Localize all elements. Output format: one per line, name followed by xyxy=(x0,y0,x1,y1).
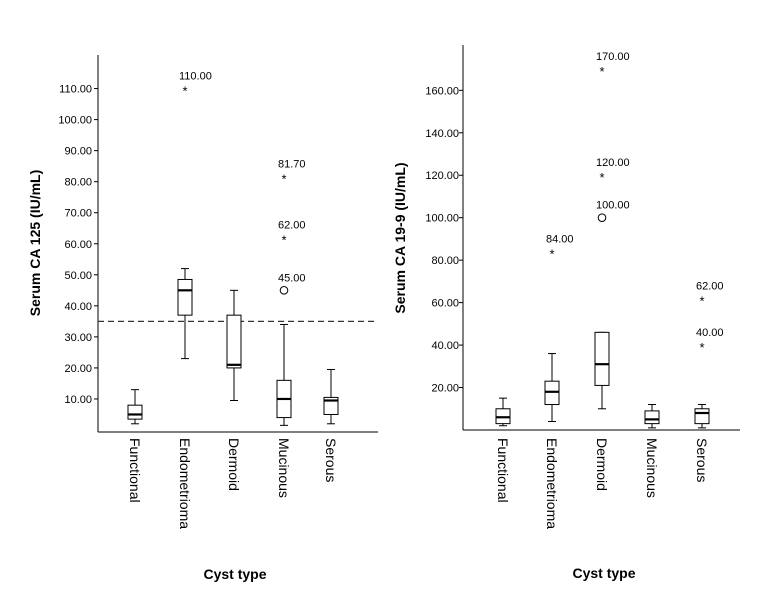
box-iqr xyxy=(226,314,242,369)
box-serous xyxy=(694,404,710,429)
category-label: Functional xyxy=(127,438,143,503)
outlier-star: * xyxy=(699,293,704,308)
box-serous xyxy=(323,368,339,425)
box-iqr xyxy=(177,278,193,316)
outlier-label: 40.00 xyxy=(696,327,724,339)
box-iqr xyxy=(644,410,660,425)
outlier-label: 120.00 xyxy=(596,157,630,169)
box-dermoid xyxy=(594,331,610,410)
category-label: Mucinous xyxy=(644,438,660,498)
outlier-label: 62.00 xyxy=(696,280,724,292)
box-iqr xyxy=(694,408,710,425)
y-tick-label: 140.00 xyxy=(425,128,459,140)
y-tick-label: 120.00 xyxy=(425,170,459,182)
y-tick-label: 60.00 xyxy=(431,298,459,310)
y-tick-label: 40.00 xyxy=(64,301,92,313)
category-label: Mucinous xyxy=(276,438,292,498)
category-label: Endometrioma xyxy=(544,438,560,529)
chart-panel-2: 20.00 40.00 60.00 80.00 100.00 120.00 140.00 16… xyxy=(392,45,740,581)
chart-panel-1: 10.00 20.00 30.00 40.00 50.00 60.00 70.00 80.00… xyxy=(27,55,378,582)
category-label: Dermoid xyxy=(226,438,242,491)
outlier-star: * xyxy=(281,233,286,248)
outlier-label: 170.00 xyxy=(596,51,630,63)
category-label: Dermoid xyxy=(594,438,610,491)
y-tick-label: 110.00 xyxy=(59,84,92,96)
outlier-label: 62.00 xyxy=(278,220,306,232)
y-tick-label: 100.00 xyxy=(58,115,92,127)
outlier-star: * xyxy=(549,247,554,262)
box-endometrioma xyxy=(544,353,560,423)
y-tick-label: 50.00 xyxy=(64,270,92,282)
y-tick-label: 100.00 xyxy=(425,213,459,225)
x-axis-title: Cyst type xyxy=(203,566,266,582)
box-mucinous xyxy=(644,404,660,429)
y-tick-label: 160.00 xyxy=(425,85,459,97)
category-label: Serous xyxy=(694,438,710,482)
category-label: Endometrioma xyxy=(177,438,193,529)
y-tick-label: 90.00 xyxy=(64,146,92,158)
outlier-label: 110.00 xyxy=(179,71,212,83)
y-axis-title: Serum CA 19-9 (IU/mL) xyxy=(392,162,408,313)
box-functional xyxy=(495,397,511,427)
outlier-circle xyxy=(597,213,607,222)
x-axis-title: Cyst type xyxy=(572,565,635,581)
outlier-star: * xyxy=(182,84,187,99)
outlier-circle xyxy=(279,286,289,295)
y-tick-label: 70.00 xyxy=(64,208,92,220)
y-tick-label: 30.00 xyxy=(64,332,92,344)
y-tick-label: 80.00 xyxy=(431,255,459,267)
outlier-star: * xyxy=(699,340,704,355)
outlier-star: * xyxy=(599,170,604,185)
outlier-label: 45.00 xyxy=(278,272,306,284)
outlier-label: 84.00 xyxy=(546,234,574,246)
outlier-star: * xyxy=(281,171,286,186)
box-endometrioma xyxy=(177,268,193,360)
outlier-label: 81.70 xyxy=(278,158,306,170)
box-mucinous xyxy=(276,323,292,426)
y-tick-label: 20.00 xyxy=(431,383,459,395)
box-functional xyxy=(127,389,143,425)
box-iqr xyxy=(323,396,339,415)
y-tick-label: 20.00 xyxy=(64,363,92,375)
category-label: Functional xyxy=(495,438,511,503)
outlier-star: * xyxy=(599,64,604,79)
y-tick-label: 80.00 xyxy=(64,177,92,189)
y-tick-label: 40.00 xyxy=(431,340,459,352)
outlier-label: 100.00 xyxy=(596,200,630,212)
y-tick-label: 10.00 xyxy=(64,394,92,406)
y-axis-title: Serum CA 125 (IU/mL) xyxy=(27,170,43,317)
box-iqr xyxy=(594,331,610,386)
box-dermoid xyxy=(226,289,242,402)
y-tick-label: 60.00 xyxy=(64,239,92,251)
box-iqr xyxy=(127,404,143,420)
category-label: Serous xyxy=(323,438,339,482)
